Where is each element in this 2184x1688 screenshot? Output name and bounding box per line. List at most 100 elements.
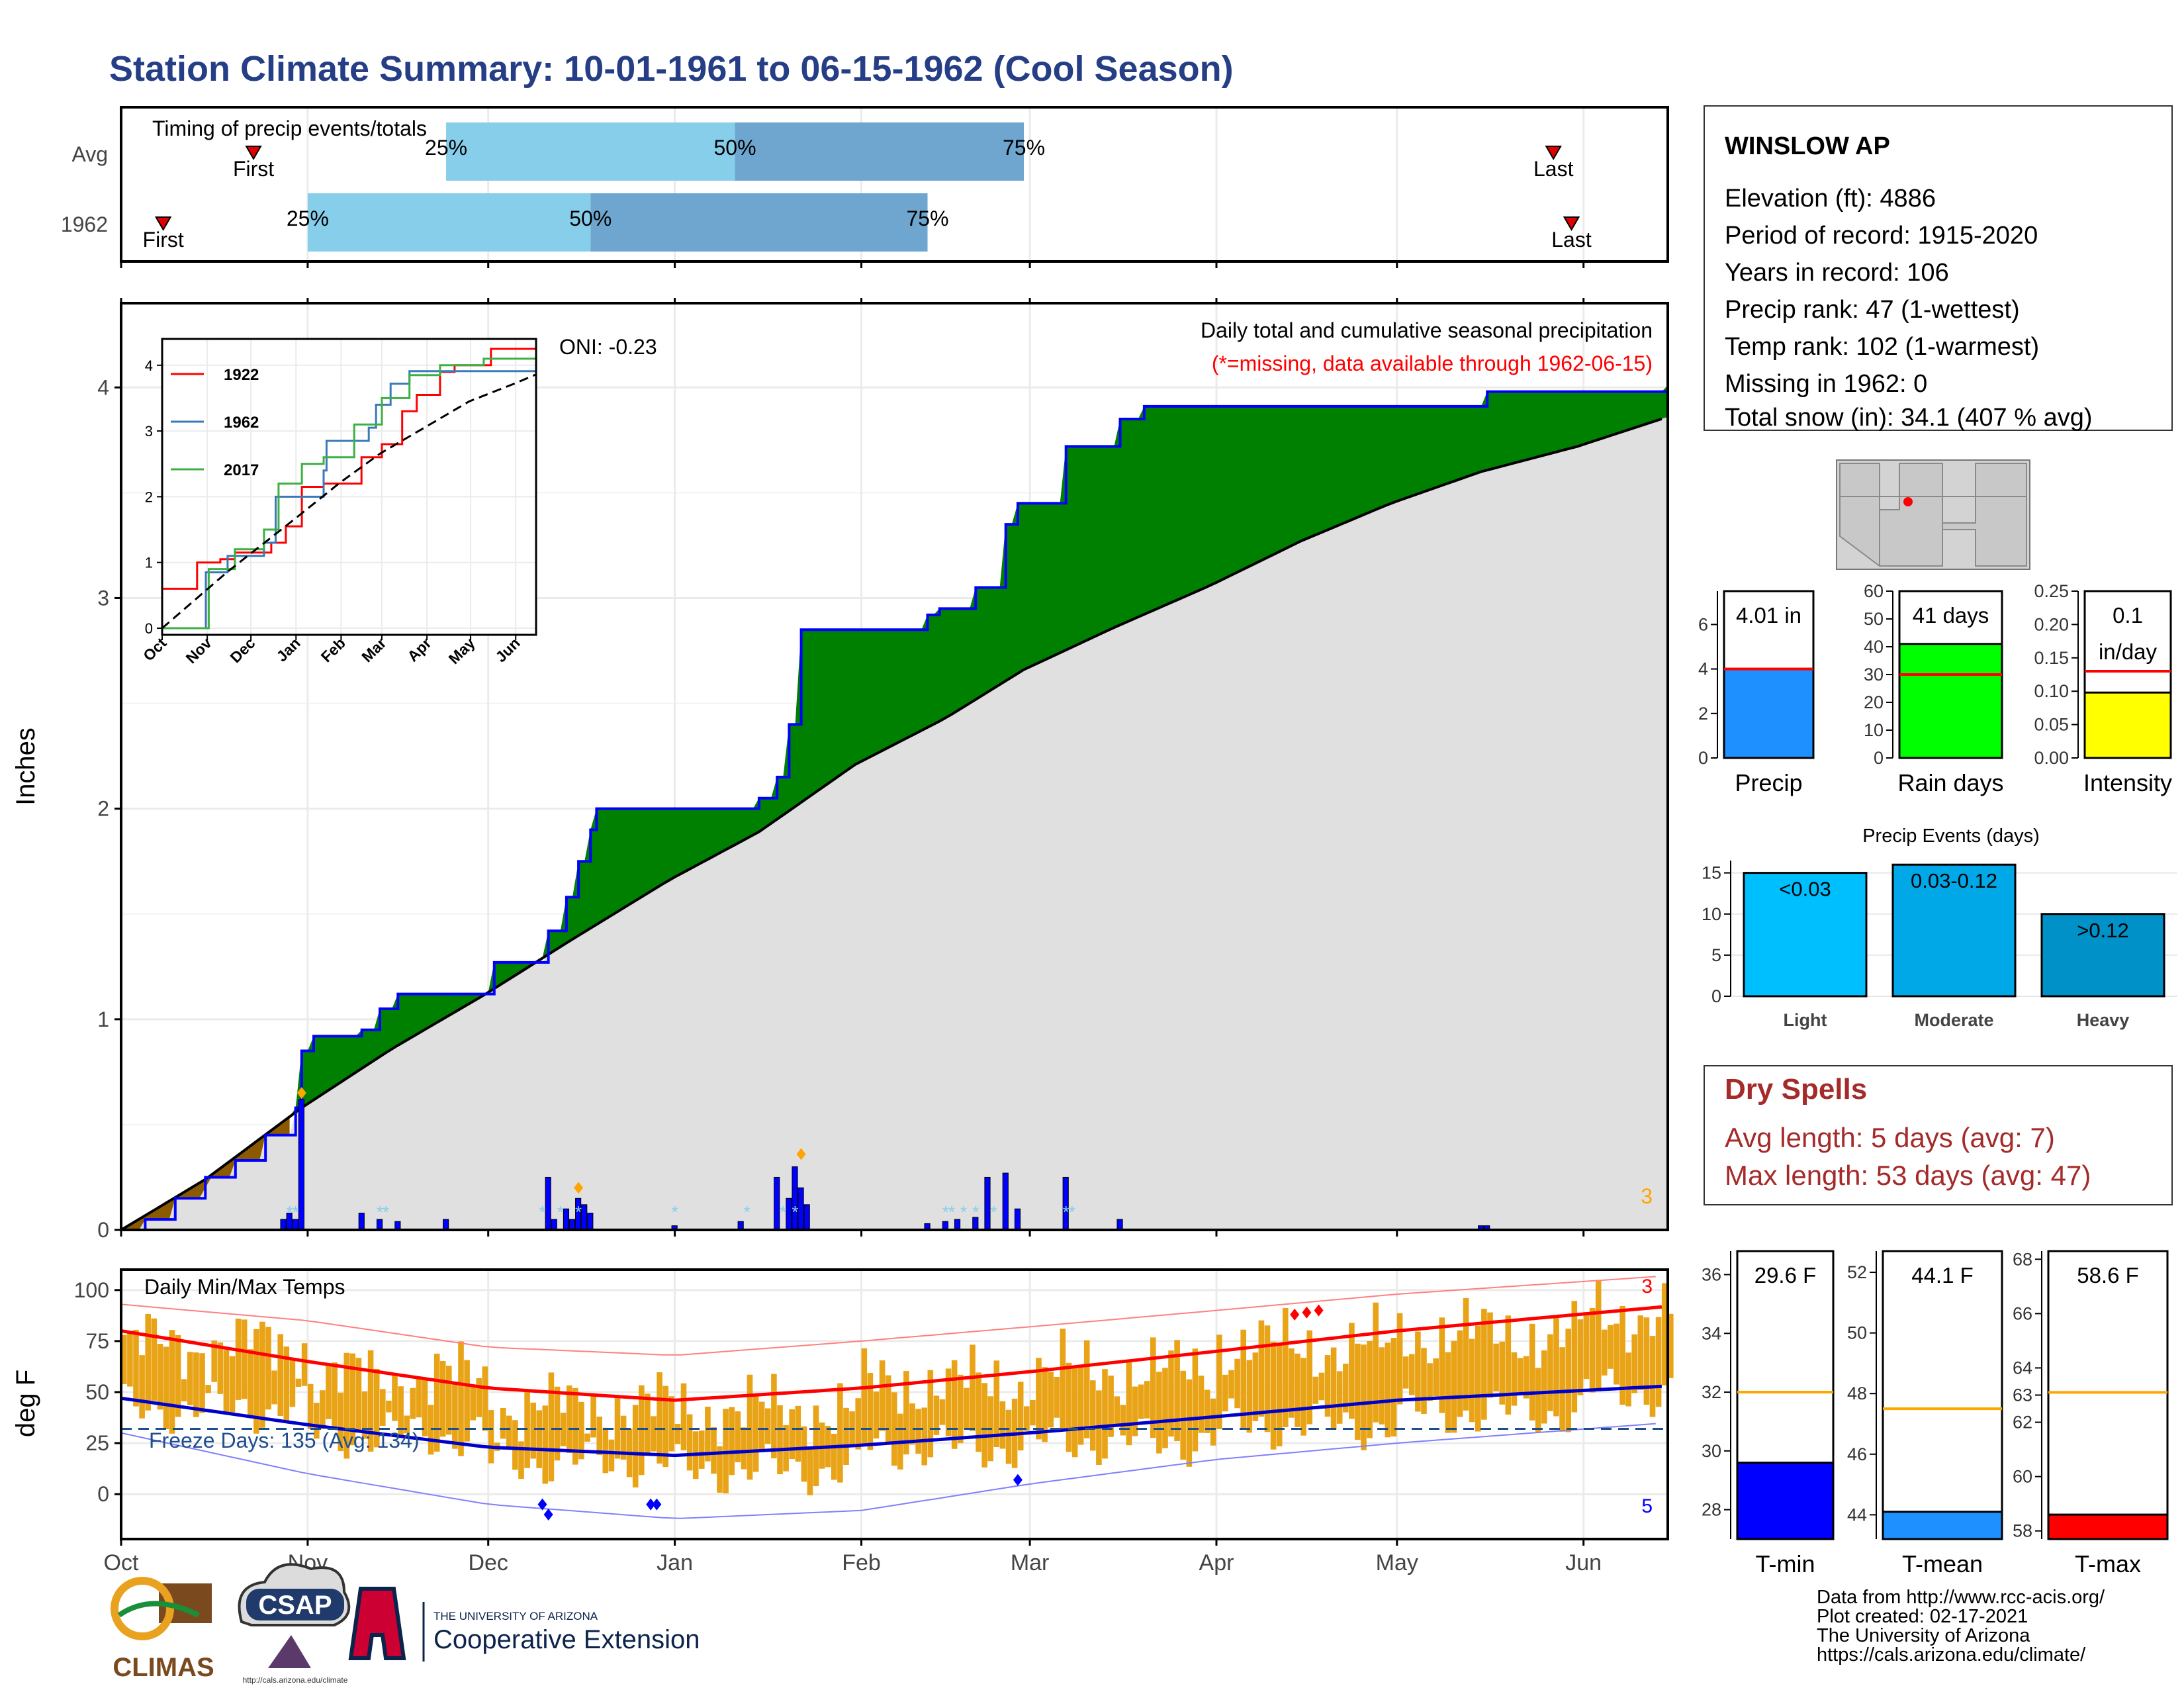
rain-days-ytick-label-4: 40 <box>1864 637 1884 657</box>
daily-temp-range-bar-132 <box>915 1409 921 1454</box>
precip-total-value-bar <box>1723 667 1815 759</box>
daily-temp-range-bar-13 <box>199 1353 205 1413</box>
daily-temp-range-bar-32 <box>314 1403 320 1439</box>
station-temp-rank: Temp rank: 102 (1-warmest) <box>1725 333 2039 361</box>
intensity-value-label-1: in/day <box>2099 639 2158 664</box>
precip-total-ytick-label-3: 6 <box>1698 614 1708 634</box>
daily-temp-range-bar-133 <box>921 1407 927 1466</box>
daily-temp-range-bar-170 <box>1144 1381 1150 1419</box>
daily-temp-range-bar-229 <box>1499 1341 1505 1405</box>
daily-temp-range-bar-227 <box>1487 1312 1493 1398</box>
daily-temp-range-bar-48 <box>410 1387 416 1419</box>
daily-temp-range-bar-34 <box>326 1364 332 1419</box>
daily-temp-range-bar-3 <box>139 1355 145 1419</box>
daily-temp-range-bar-214 <box>1409 1354 1415 1395</box>
daily-temp-range-bar-74 <box>566 1385 572 1453</box>
rain-days-value-bar <box>1898 643 2003 759</box>
tmin-value-bar <box>1736 1462 1835 1540</box>
tmax-value-label: 58.6 F <box>2077 1263 2139 1288</box>
station-missing: Missing in 1962: 0 <box>1725 370 1927 398</box>
dry-spells-box: Dry Spells Avg length: 5 days (avg: 7) M… <box>1704 1065 2173 1205</box>
timing-row-1962-label: 1962 <box>61 212 108 236</box>
tmax-ytick-label-5: 66 <box>2013 1303 2032 1323</box>
daily-temp-range-bar-211 <box>1390 1338 1397 1436</box>
daily-temp-range-bar-24 <box>265 1327 271 1410</box>
daily-temp-range-bar-206 <box>1361 1344 1367 1450</box>
intensity-category-label: Intensity <box>2083 769 2172 796</box>
daily-temp-range-bar-52 <box>433 1353 440 1452</box>
daily-temp-range-bar-139 <box>958 1374 964 1444</box>
daily-temp-range-bar-228 <box>1493 1343 1499 1391</box>
daily-temp-range-bar-125 <box>873 1391 880 1439</box>
daily-temp-range-bar-57 <box>464 1360 470 1442</box>
daily-temp-range-bar-87 <box>645 1393 651 1455</box>
daily-temp-range-bar-22 <box>253 1329 259 1434</box>
last-event-marker <box>1545 146 1562 160</box>
daily-temp-range-bar-193 <box>1283 1307 1289 1427</box>
rain-days-ytick-label-3: 30 <box>1864 665 1884 684</box>
daily-temp-range-bar-230 <box>1505 1315 1512 1415</box>
ua-logo-small-text: THE UNIVERSITY OF ARIZONA <box>433 1610 598 1622</box>
university-of-arizona-logo: THE UNIVERSITY OF ARIZONA Cooperative Ex… <box>348 1587 700 1662</box>
ua-logo-big-text: Cooperative Extension <box>433 1625 700 1654</box>
daily-temp-range-bar-120 <box>843 1407 849 1465</box>
station-elevation: Elevation (ft): 4886 <box>1725 185 1936 212</box>
month-label-May: May <box>1376 1550 1418 1575</box>
month-label-Jun: Jun <box>1565 1550 1602 1575</box>
daily-temp-range-bar-187 <box>1246 1360 1253 1433</box>
precip-ytick-label-0: 0 <box>97 1218 109 1242</box>
daily-temp-range-bar-188 <box>1252 1352 1259 1421</box>
temp-panel-title: Daily Min/Max Temps <box>144 1275 345 1299</box>
dry-spells-title: Dry Spells <box>1725 1073 1867 1105</box>
normal-min-line <box>120 1384 1662 1458</box>
daily-temp-range-bar-28 <box>289 1358 296 1407</box>
tmax-ytick-label-6: 68 <box>2013 1249 2032 1269</box>
timing-bar-q50-q75 <box>735 122 1024 181</box>
daily-temp-range-bar-29 <box>295 1378 302 1387</box>
daily-temp-range-bar-243 <box>1583 1312 1590 1380</box>
daily-temp-range-bar-55 <box>452 1382 458 1449</box>
precip-panel: ** ** * * * * * * * ** * * * ** Daily total and cumul… <box>11 302 1669 1242</box>
daily-temp-range-bar-254 <box>1649 1336 1656 1417</box>
daily-temp-range-bar-111 <box>789 1409 795 1460</box>
daily-temp-range-bar-209 <box>1379 1347 1385 1425</box>
daily-temp-range-bar-42 <box>373 1368 380 1448</box>
timing-label-q25: 25% <box>425 136 467 160</box>
missing-day-star-4: * <box>539 1202 545 1222</box>
missing-day-star-6: * <box>575 1202 582 1222</box>
daily-temp-range-bar-223 <box>1463 1297 1469 1411</box>
tmean-frame <box>1882 1250 2003 1540</box>
locator-map <box>1836 459 2030 570</box>
daily-temp-range-bar-60 <box>482 1366 488 1431</box>
daily-temp-range-bar-186 <box>1240 1329 1246 1429</box>
daily-temp-range-bar-99 <box>717 1446 723 1493</box>
daily-precip-bar-4 <box>358 1213 365 1231</box>
events-category-label-Heavy: Heavy <box>2077 1010 2130 1030</box>
csap-logo: CSAP http://cals.arizona.edu/climate <box>238 1563 351 1685</box>
daily-temp-range-bar-251 <box>1631 1334 1637 1393</box>
record-daily-precip-marker-2 <box>796 1148 806 1160</box>
record-high-marker-0 <box>1290 1308 1300 1321</box>
daily-temp-range-bar-118 <box>831 1433 837 1480</box>
daily-temp-range-bar-239 <box>1559 1347 1565 1432</box>
rain-days-ytick-label-2: 20 <box>1864 692 1884 712</box>
daily-temp-range-bar-92 <box>674 1424 681 1444</box>
daily-temp-range-bar-210 <box>1385 1342 1391 1438</box>
tmean-ytick-label-3: 50 <box>1847 1323 1867 1343</box>
daily-temp-range-bar-97 <box>705 1407 711 1462</box>
daily-temp-range-bar-91 <box>668 1396 675 1452</box>
intensity-ytick-label-2: 0.10 <box>2034 681 2069 701</box>
daily-temp-range-bar-244 <box>1589 1308 1596 1393</box>
daily-temp-range-bar-238 <box>1553 1316 1559 1417</box>
daily-temp-range-bar-65 <box>512 1420 518 1470</box>
timing-panel: Timing of precip events/totals Avg 1962 … <box>61 106 1669 305</box>
daily-temp-range-bar-155 <box>1054 1377 1060 1418</box>
temp-ytick-label-2: 50 <box>85 1380 109 1404</box>
events-ytick-label-2: 10 <box>1702 904 1721 924</box>
precip-total-ytick-label-0: 0 <box>1698 748 1708 768</box>
station-snow: Total snow (in): 34.1 (407 % avg) <box>1725 404 2093 432</box>
daily-temp-range-bar-236 <box>1541 1350 1547 1424</box>
daily-temp-range-bar-130 <box>903 1371 909 1455</box>
daily-temp-range-bar-212 <box>1396 1313 1403 1405</box>
inset-ytick-label-2: 2 <box>145 489 153 505</box>
